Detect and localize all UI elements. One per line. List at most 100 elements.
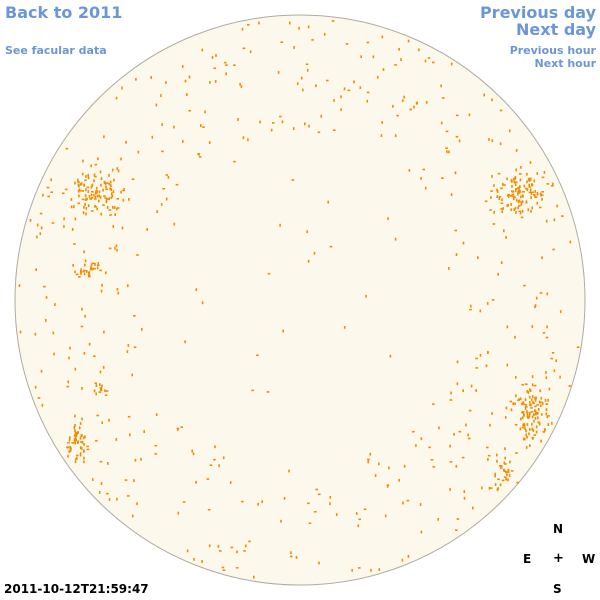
facula-speck — [456, 360, 459, 364]
facula-speck — [88, 195, 91, 198]
previous-day-link[interactable]: Previous day — [479, 3, 596, 22]
facula-speck — [528, 432, 530, 436]
facula-speck — [432, 61, 435, 64]
facula-speck — [446, 150, 448, 154]
facula-speck — [116, 497, 118, 501]
facula-speck — [94, 195, 97, 199]
facula-speck — [307, 25, 310, 29]
facula-speck — [535, 425, 538, 429]
facula-speck — [63, 225, 65, 228]
facula-speck — [75, 438, 77, 442]
facula-speck — [83, 456, 85, 460]
facula-speck — [41, 403, 44, 407]
facula-speck — [98, 190, 101, 194]
facula-speck — [314, 511, 317, 513]
facula-speck — [506, 363, 509, 367]
facula-speck — [529, 401, 531, 404]
facula-speck — [329, 245, 333, 248]
facula-speck — [501, 210, 503, 214]
facula-speck — [510, 203, 512, 206]
facula-speck — [541, 402, 544, 406]
facula-speck — [280, 41, 284, 43]
facula-speck — [76, 456, 78, 460]
facula-speck — [529, 188, 532, 192]
facula-speck — [51, 222, 55, 224]
facula-speck — [534, 305, 536, 309]
facula-speck — [568, 385, 572, 387]
facula-speck — [240, 85, 243, 89]
facula-speck — [465, 423, 467, 427]
facula-speck — [381, 121, 383, 124]
facula-speck — [326, 79, 329, 82]
facula-speck — [517, 206, 519, 210]
facula-speck — [93, 389, 96, 393]
facula-speck — [503, 184, 506, 186]
facula-speck — [343, 326, 346, 329]
facula-speck — [281, 120, 284, 124]
facula-speck — [86, 448, 90, 451]
facula-speck — [529, 179, 532, 181]
facula-speck — [77, 178, 79, 182]
facula-speck — [496, 488, 499, 492]
facula-speck — [99, 269, 102, 272]
facula-speck — [329, 495, 332, 499]
facula-speck — [521, 416, 524, 420]
next-hour-link[interactable]: Next hour — [534, 57, 597, 70]
facula-speck — [515, 188, 518, 190]
facula-speck — [449, 399, 453, 401]
facula-speck — [500, 208, 503, 210]
facula-speck — [317, 131, 321, 134]
facula-speck — [134, 458, 137, 462]
facula-speck — [192, 452, 195, 456]
facula-speck — [70, 198, 73, 201]
facula-speck — [489, 487, 493, 489]
compass-west: W — [582, 552, 596, 566]
facula-speck — [222, 456, 225, 460]
facula-speck — [90, 193, 93, 197]
facular-data-link[interactable]: See facular data — [5, 44, 107, 57]
facula-speck — [99, 460, 103, 463]
facula-speck — [94, 382, 98, 385]
facula-speck — [195, 480, 197, 484]
facula-speck — [125, 140, 127, 144]
facula-speck — [333, 99, 335, 102]
facula-speck — [80, 434, 83, 438]
facula-speck — [117, 169, 120, 173]
facula-speck — [112, 190, 115, 193]
facula-speck — [539, 389, 541, 393]
facula-speck — [323, 32, 326, 36]
facula-speck — [105, 188, 108, 191]
facula-speck — [449, 461, 453, 463]
facula-speck — [146, 228, 148, 231]
facula-speck — [230, 546, 234, 549]
back-to-year-link[interactable]: Back to 2011 — [5, 3, 123, 22]
facula-speck — [136, 254, 139, 256]
facula-speck — [315, 84, 317, 88]
facula-speck — [488, 486, 491, 490]
facula-speck — [84, 198, 87, 201]
facula-speck — [394, 64, 397, 66]
facula-speck — [448, 150, 450, 154]
previous-hour-link[interactable]: Previous hour — [509, 44, 596, 57]
facula-speck — [505, 478, 509, 481]
facula-speck — [83, 443, 85, 446]
facula-speck — [111, 192, 113, 196]
facula-speck — [50, 178, 52, 182]
next-day-link[interactable]: Next day — [516, 20, 596, 39]
facula-speck — [353, 80, 355, 84]
facula-speck — [109, 180, 112, 184]
facula-speck — [154, 444, 158, 447]
facula-speck — [213, 458, 216, 461]
facula-speck — [115, 244, 118, 248]
facula-speck — [503, 461, 506, 465]
facula-speck — [91, 210, 94, 212]
facula-speck — [508, 129, 511, 133]
facula-speck — [520, 195, 522, 199]
facula-speck — [528, 183, 530, 187]
facula-speck — [538, 400, 541, 404]
facula-speck — [498, 197, 500, 200]
facula-speck — [71, 442, 74, 444]
facula-speck — [80, 272, 82, 275]
facula-speck — [403, 464, 406, 468]
facula-speck — [526, 180, 528, 184]
